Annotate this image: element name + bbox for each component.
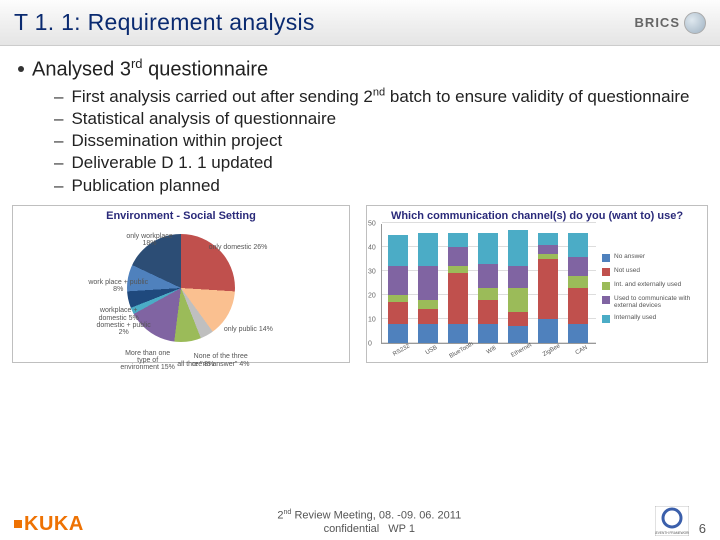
legend-swatch-icon [602, 282, 610, 290]
legend-item: Int. and externally used [602, 281, 701, 290]
footer-center: 2nd Review Meeting, 08. -09. 06. 2011 co… [84, 508, 655, 536]
kuka-logo-text: KUKA [24, 513, 84, 535]
legend-swatch-icon [602, 268, 610, 276]
charts-row: Environment - Social Setting only domest… [0, 197, 720, 363]
content-area: Analysed 3rd questionnaire –First analys… [0, 46, 720, 196]
pie-slice-label: only public 14% [218, 326, 278, 333]
bar-legend: No answer Not used Int. and externally use… [596, 224, 701, 352]
main-bullet-text: Analysed 3rd questionnaire [32, 56, 268, 82]
bar-column [418, 233, 438, 343]
brics-logo-text: BRICS [635, 15, 680, 30]
dash-icon: – [54, 108, 63, 129]
legend-item: Internally used [602, 314, 701, 323]
pie-slice-label: workplace + domestic 5% [89, 307, 149, 322]
sub-bullet-text: First analysis carried out after sending… [71, 86, 689, 107]
sub-bullet: –Dissemination within project [54, 130, 702, 151]
pie-chart: only domestic 26%only public 14%None of … [19, 224, 343, 352]
legend-swatch-icon [602, 254, 610, 262]
footer: KUKA 2nd Review Meeting, 08. -09. 06. 20… [0, 506, 720, 536]
bar-chart: 01020304050RS232USBBlueToothWifiEthernet… [373, 224, 701, 352]
legend-label: No answer [614, 253, 645, 260]
brics-logo-icon [684, 12, 706, 34]
sub-bullet-text: Deliverable D 1. 1 updated [71, 152, 272, 173]
bar-category-label: RS232 [388, 341, 415, 360]
sub-bullet: –Statistical analysis of questionnaire [54, 108, 702, 129]
legend-label: Internally used [614, 314, 656, 321]
legend-label: Int. and externally used [614, 281, 681, 288]
sub-bullet-text: Statistical analysis of questionnaire [71, 108, 336, 129]
sub-bullet: –First analysis carried out after sendin… [54, 86, 702, 107]
pie-slice-label: domestic + public 2% [94, 322, 154, 337]
kuka-logo: KUKA [14, 513, 84, 536]
sub-bullet-list: –First analysis carried out after sendin… [54, 86, 702, 196]
bullet-icon [18, 66, 24, 72]
page-number: 6 [699, 521, 706, 536]
main-bullet: Analysed 3rd questionnaire [18, 56, 702, 82]
pie-slice-label: More than one type of environment 15% [118, 350, 178, 372]
dash-icon: – [54, 175, 63, 196]
bar-chart-box: Which communication channel(s) do you (w… [366, 205, 708, 363]
bar-column [508, 230, 528, 343]
legend-label: Not used [614, 267, 640, 274]
sub-bullet: –Deliverable D 1. 1 updated [54, 152, 702, 173]
bar-category-label: Ethernet [508, 341, 535, 360]
pie-slice-label: only domestic 26% [208, 244, 268, 251]
pie-chart-box: Environment - Social Setting only domest… [12, 205, 350, 363]
bar-column [478, 233, 498, 343]
bar-plot-area: 01020304050RS232USBBlueToothWifiEthernet… [381, 224, 596, 344]
bar-chart-title: Which communication channel(s) do you (w… [373, 210, 701, 222]
dash-icon: – [54, 86, 63, 107]
sub-bullet: –Publication planned [54, 175, 702, 196]
confidential-label: confidential [324, 523, 380, 536]
brics-logo: BRICS [635, 12, 706, 34]
sub-bullet-text: Dissemination within project [71, 130, 282, 151]
pie-chart-title: Environment - Social Setting [19, 210, 343, 222]
title-bar: T 1. 1: Requirement analysis BRICS [0, 0, 720, 46]
bar-column [568, 233, 588, 343]
wp-label: WP 1 [388, 523, 415, 535]
bar-category-label: USB [418, 341, 445, 360]
kuka-dot-icon [14, 520, 22, 528]
pie-slice-label: work place + public 8% [88, 279, 148, 294]
legend-label: Used to communicate with external device… [614, 295, 701, 309]
dash-icon: – [54, 152, 63, 173]
legend-item: Not used [602, 267, 701, 276]
legend-item: Used to communicate with external device… [602, 295, 701, 309]
bar-column [448, 233, 468, 343]
bar-category-label: CAN [568, 341, 595, 360]
pie-slice-label: only workplace 18% [119, 233, 179, 248]
dash-icon: – [54, 130, 63, 151]
sub-bullet-text: Publication planned [71, 175, 219, 196]
legend-swatch-icon [602, 315, 610, 323]
slide-title: T 1. 1: Requirement analysis [14, 9, 315, 36]
fp7-logo-icon: SEVENTH FRAMEWORK [655, 506, 689, 536]
bar-column [388, 235, 408, 343]
legend-item: No answer [602, 253, 701, 262]
bar-category-label: Wifi [478, 341, 505, 360]
bar-category-label: ZigBee [538, 341, 565, 360]
bar-column [538, 233, 558, 343]
bar-category-label: BlueTooth [448, 341, 475, 360]
legend-swatch-icon [602, 296, 610, 304]
svg-text:SEVENTH FRAMEWORK: SEVENTH FRAMEWORK [655, 531, 689, 535]
